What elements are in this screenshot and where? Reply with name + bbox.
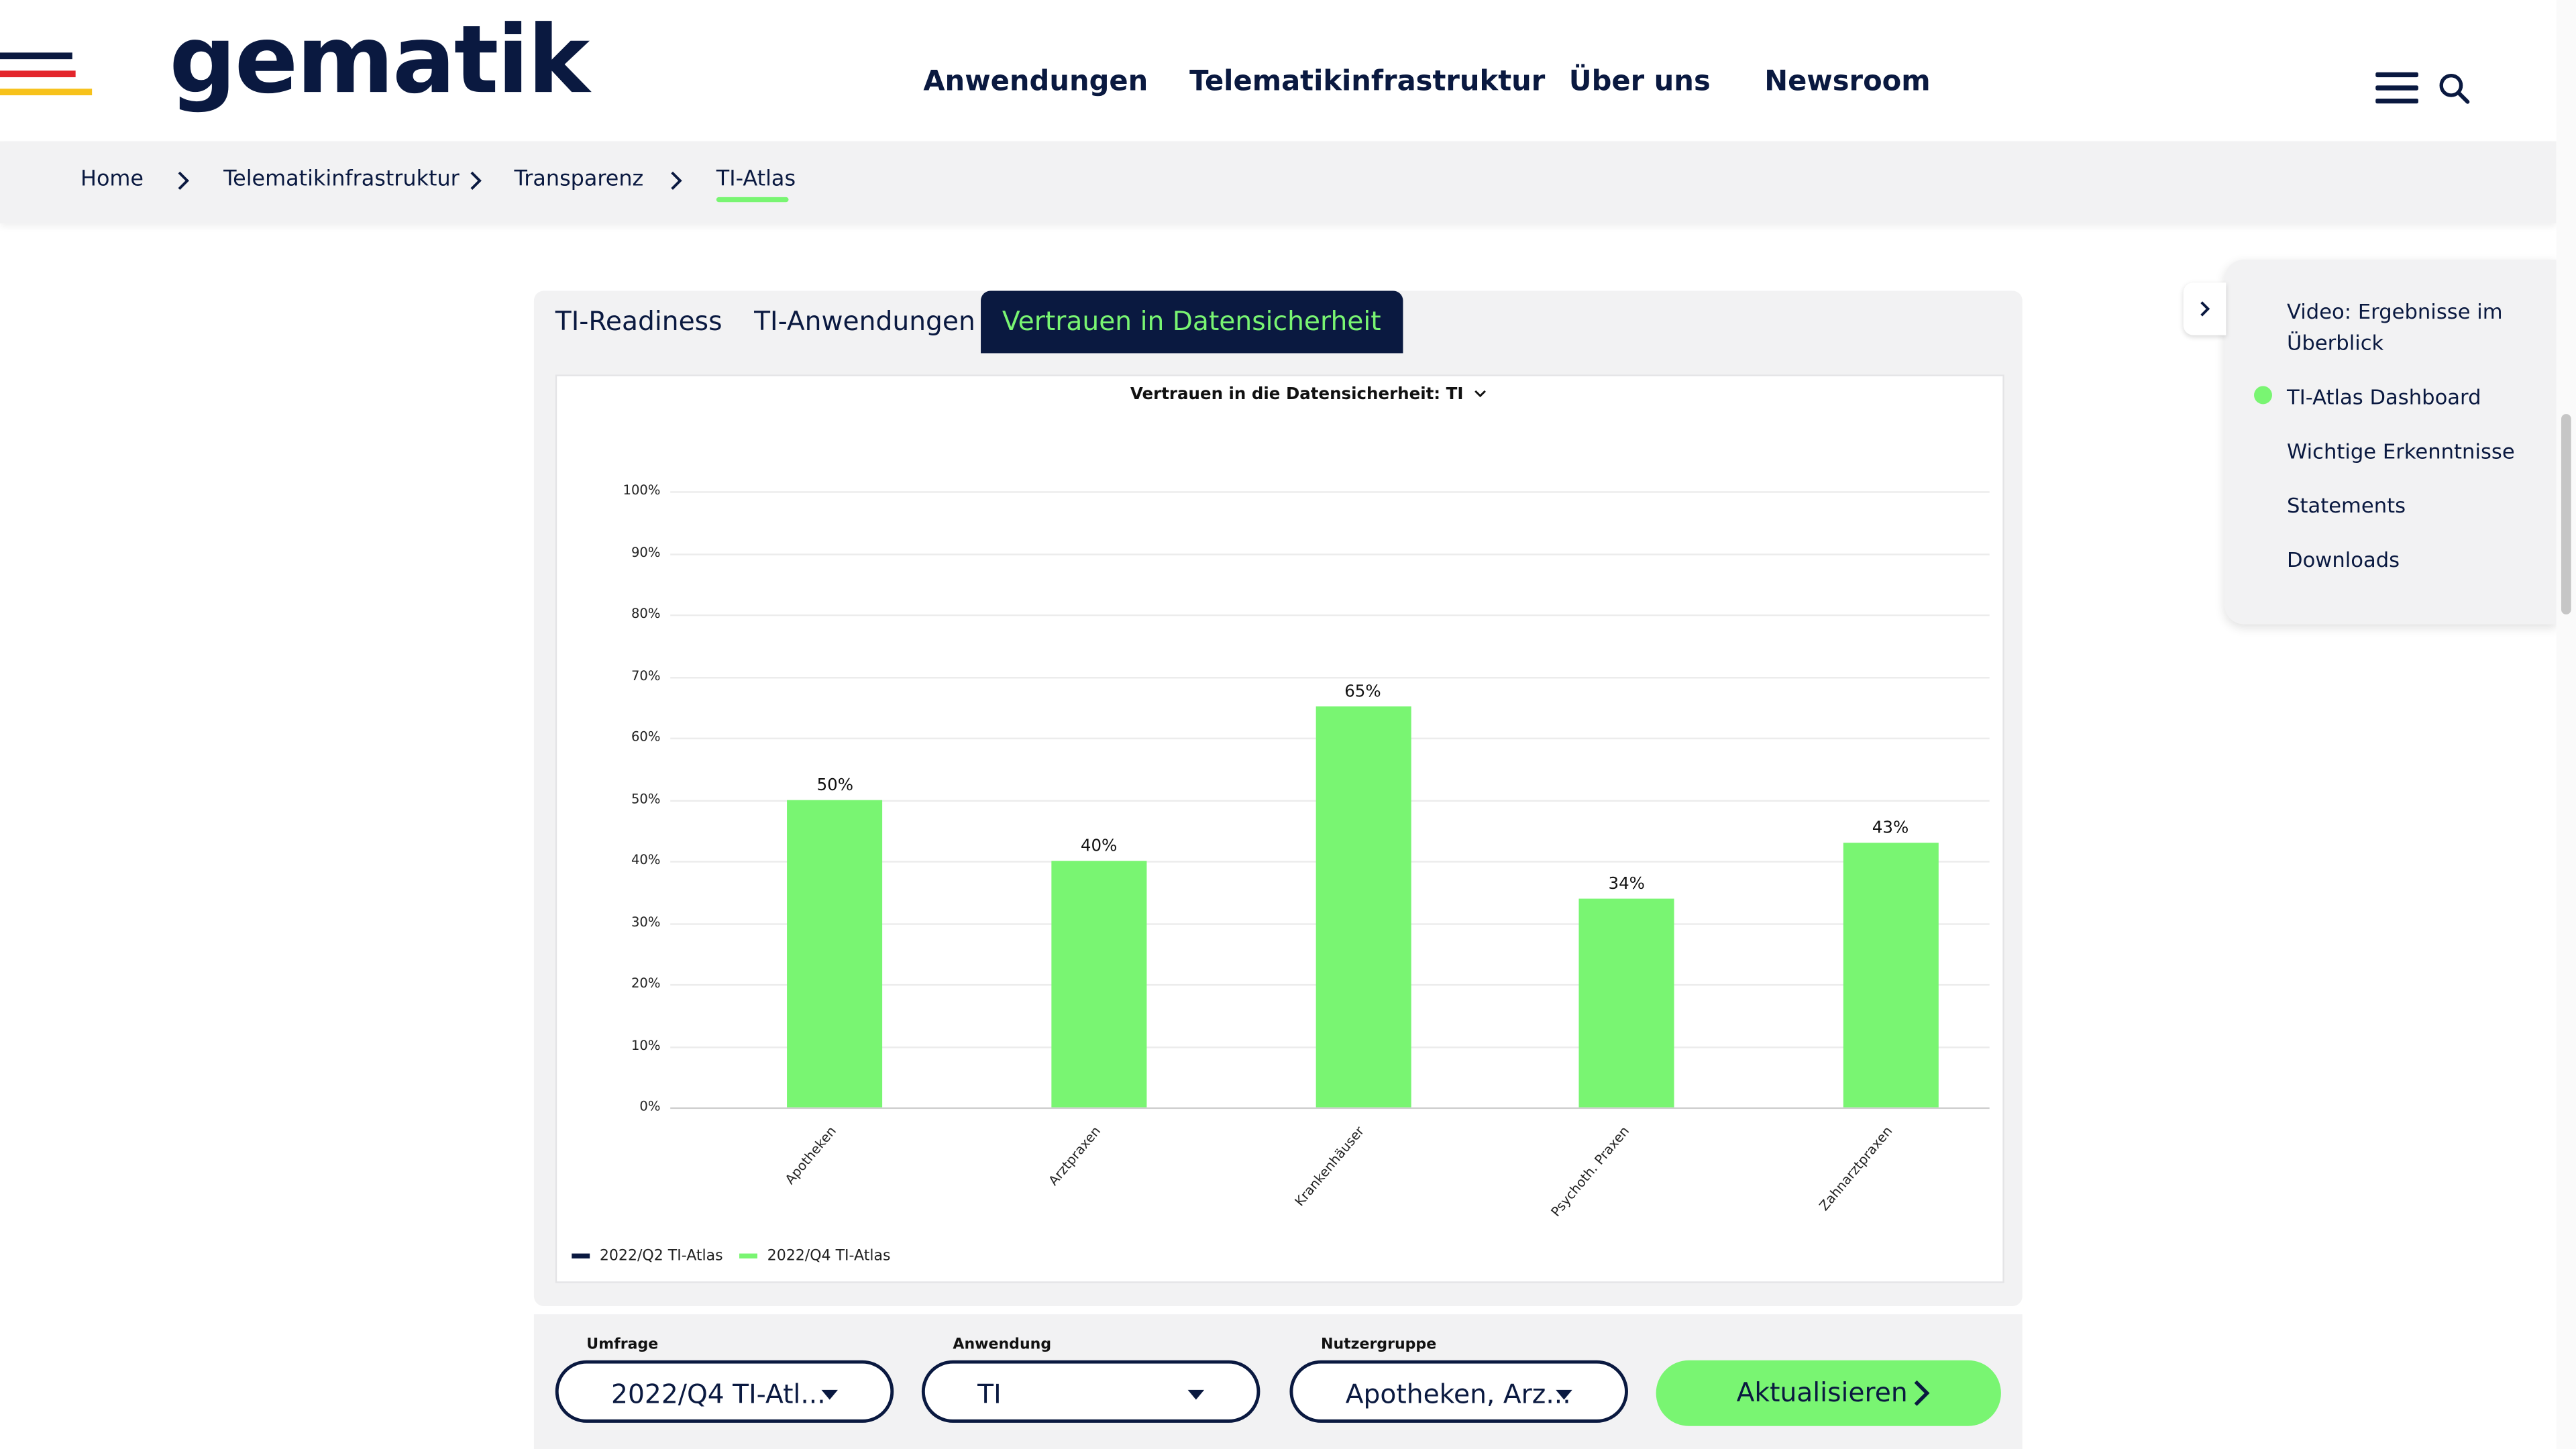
toc-toggle-button[interactable] [2183, 282, 2226, 335]
caret-down-icon [1187, 1389, 1205, 1400]
y-tick-label: 50% [631, 791, 661, 806]
usergroup-select[interactable]: Apotheken, Arz... [1289, 1360, 1628, 1423]
y-tick-label: 30% [631, 914, 661, 929]
gridline [670, 676, 1990, 678]
y-tick-label: 0% [639, 1099, 661, 1114]
breadcrumb-transparenz[interactable]: Transparenz [514, 167, 644, 193]
nav-ueber-uns[interactable]: Über uns [1568, 65, 1711, 99]
bar-value-label: 34% [1608, 875, 1645, 894]
nav-anwendungen[interactable]: Anwendungen [923, 65, 1148, 99]
legend-swatch-q2 [572, 1253, 590, 1258]
y-tick-label: 20% [631, 975, 661, 991]
bar-4[interactable] [1843, 842, 1939, 1108]
usergroup-select-value: Apotheken, Arz... [1345, 1378, 1571, 1410]
scrollbar-track[interactable] [2556, 0, 2576, 1449]
bar-2[interactable] [1315, 706, 1411, 1108]
toc-item-video[interactable]: Video: Ergebnisse im Überblick [2287, 299, 2503, 355]
legend-swatch-q4 [739, 1253, 757, 1258]
tab-ti-readiness[interactable]: TI-Readiness [555, 305, 722, 337]
bar-value-label: 50% [816, 776, 854, 795]
toc-item-downloads[interactable]: Downloads [2287, 547, 2400, 572]
toc-item-dashboard[interactable]: TI-Atlas Dashboard [2287, 384, 2481, 409]
chevron-down-icon [1474, 390, 1487, 398]
legend-label-q4: 2022/Q4 TI-Atlas [767, 1248, 891, 1265]
chevron-right-icon [2200, 301, 2210, 317]
flag-stripe-gold [0, 89, 93, 96]
bar-value-label: 40% [1080, 837, 1118, 856]
legend-item-q4[interactable]: 2022/Q4 TI-Atlas [739, 1248, 890, 1265]
application-label: Anwendung [953, 1337, 1052, 1354]
nav-newsroom[interactable]: Newsroom [1764, 65, 1931, 99]
breadcrumb-active-underline [716, 197, 789, 203]
tab-vertrauen-datensicherheit[interactable]: Vertrauen in Datensicherheit [981, 290, 1403, 354]
legend-label-q2: 2022/Q2 TI-Atlas [599, 1248, 723, 1265]
gridline [670, 614, 1990, 616]
chart-container [555, 374, 2004, 1283]
scrollbar-thumb[interactable] [2561, 414, 2571, 614]
survey-select-value: 2022/Q4 TI-Atl... [611, 1378, 826, 1410]
page-toc [2224, 259, 2557, 625]
chevron-right-icon [470, 171, 482, 191]
gridline [670, 491, 1990, 493]
x-axis-line [670, 1107, 1990, 1110]
site-header [0, 0, 2557, 142]
caret-down-icon [1556, 1389, 1572, 1400]
search-icon[interactable] [2438, 72, 2471, 105]
nav-telematikinfrastruktur[interactable]: Telematikinfrastruktur [1189, 65, 1546, 99]
chart-title: Vertrauen in die Datensicherheit: TI [1130, 386, 1464, 405]
flag-stripe-black [0, 52, 72, 60]
toc-item-erkenntnisse[interactable]: Wichtige Erkenntnisse [2287, 438, 2515, 464]
application-select[interactable]: TI [921, 1360, 1260, 1423]
bar-3[interactable] [1578, 898, 1674, 1108]
chevron-right-icon [671, 171, 682, 191]
y-tick-label: 10% [631, 1037, 661, 1053]
toc-active-indicator [2254, 386, 2272, 405]
bar-value-label: 43% [1872, 819, 1909, 838]
flag-stripe-red [0, 70, 76, 78]
breadcrumb-home[interactable]: Home [80, 167, 144, 193]
update-button-label: Aktualisieren [1736, 1377, 1908, 1408]
chart-title-dropdown[interactable]: Vertrauen in die Datensicherheit: TI [1130, 386, 1487, 405]
y-tick-label: 60% [631, 729, 661, 745]
breadcrumb [0, 141, 2557, 224]
menu-icon[interactable] [2375, 72, 2418, 105]
y-tick-label: 80% [631, 606, 661, 621]
bar-1[interactable] [1051, 861, 1147, 1108]
y-tick-label: 100% [623, 483, 661, 498]
update-button[interactable]: Aktualisieren [1656, 1360, 2001, 1426]
chevron-right-icon [1914, 1380, 1930, 1406]
gematik-logo[interactable]: gematik [169, 6, 590, 115]
legend-item-q2[interactable]: 2022/Q2 TI-Atlas [572, 1248, 723, 1265]
bar-value-label: 65% [1344, 684, 1381, 702]
breadcrumb-telematikinfrastruktur[interactable]: Telematikinfrastruktur [223, 167, 460, 193]
usergroup-label: Nutzergruppe [1320, 1337, 1437, 1354]
survey-label: Umfrage [586, 1337, 659, 1354]
survey-select[interactable]: 2022/Q4 TI-Atl... [555, 1360, 894, 1423]
y-tick-label: 40% [631, 853, 661, 868]
caret-down-icon [821, 1389, 838, 1400]
y-tick-label: 70% [631, 667, 661, 683]
y-tick-label: 90% [631, 544, 661, 559]
breadcrumb-ti-atlas[interactable]: TI-Atlas [716, 167, 796, 193]
gridline [670, 553, 1990, 555]
bar-0[interactable] [787, 799, 883, 1108]
toc-item-statements[interactable]: Statements [2287, 492, 2406, 518]
tab-ti-anwendungen[interactable]: TI-Anwendungen [754, 305, 975, 337]
chevron-right-icon [178, 171, 189, 191]
application-select-value: TI [977, 1378, 1002, 1410]
